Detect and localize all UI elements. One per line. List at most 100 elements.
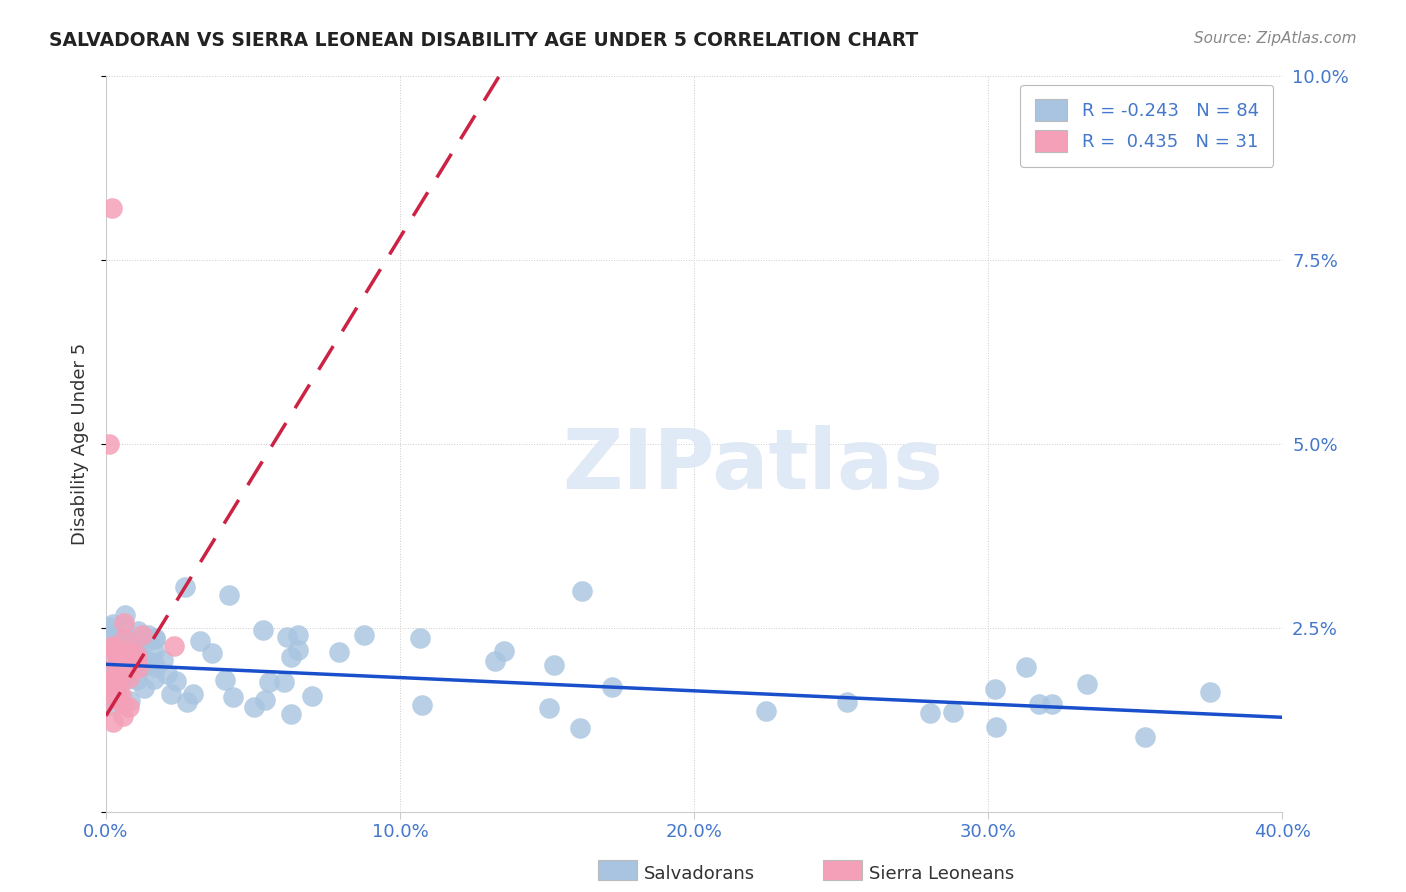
Point <box>214 673 236 688</box>
Point <box>280 649 302 664</box>
Point <box>118 700 141 714</box>
Point <box>145 632 167 647</box>
Point <box>142 655 165 669</box>
Point <box>273 675 295 690</box>
Point <box>114 607 136 622</box>
Point <box>1040 697 1063 711</box>
Point <box>114 635 136 649</box>
Point <box>105 686 128 700</box>
Point <box>108 671 131 685</box>
Point <box>755 704 778 718</box>
Point <box>257 675 280 690</box>
Point <box>105 632 128 646</box>
Point <box>920 706 942 720</box>
Point <box>97 683 120 698</box>
Point <box>105 641 128 656</box>
Point <box>125 653 148 667</box>
Point <box>243 699 266 714</box>
Point <box>110 689 132 703</box>
Point <box>201 646 224 660</box>
Point <box>941 705 963 719</box>
Point <box>145 660 167 674</box>
Point <box>96 694 118 708</box>
Point <box>152 653 174 667</box>
Point <box>411 698 433 712</box>
Point <box>112 616 135 631</box>
Point <box>101 640 124 654</box>
Point <box>96 665 118 679</box>
Point <box>569 721 592 735</box>
Point <box>1076 676 1098 690</box>
Point <box>1028 697 1050 711</box>
Text: SALVADORAN VS SIERRA LEONEAN DISABILITY AGE UNDER 5 CORRELATION CHART: SALVADORAN VS SIERRA LEONEAN DISABILITY … <box>49 31 918 50</box>
Point <box>537 701 560 715</box>
Text: ZIPatlas: ZIPatlas <box>562 425 943 506</box>
Point <box>124 648 146 662</box>
Point <box>100 651 122 665</box>
Point <box>165 673 187 688</box>
Point <box>156 667 179 681</box>
Point <box>571 583 593 598</box>
Point <box>97 436 120 450</box>
Point <box>984 720 1007 734</box>
Point <box>112 623 135 637</box>
Point <box>103 690 125 705</box>
Point <box>252 623 274 637</box>
Point <box>408 632 430 646</box>
Point <box>118 671 141 685</box>
Point <box>120 644 142 658</box>
Point <box>125 673 148 688</box>
Point <box>125 640 148 655</box>
Point <box>107 662 129 676</box>
Legend: R = -0.243   N = 84, R =  0.435   N = 31: R = -0.243 N = 84, R = 0.435 N = 31 <box>1021 85 1274 167</box>
Point <box>127 624 149 638</box>
Text: Sierra Leoneans: Sierra Leoneans <box>869 865 1014 883</box>
Point <box>328 645 350 659</box>
Point <box>101 673 124 688</box>
Point <box>484 654 506 668</box>
Point <box>176 695 198 709</box>
Point <box>107 646 129 660</box>
Point <box>112 632 135 647</box>
Point <box>353 628 375 642</box>
Point <box>131 660 153 674</box>
Point <box>105 686 128 700</box>
Point <box>114 673 136 688</box>
Point <box>107 666 129 681</box>
Point <box>120 637 142 651</box>
Point <box>163 639 186 653</box>
Point <box>131 627 153 641</box>
Point <box>222 690 245 705</box>
Point <box>134 654 156 668</box>
Point <box>280 707 302 722</box>
Point <box>287 643 309 657</box>
Point <box>104 627 127 641</box>
Point <box>98 620 121 634</box>
Point <box>105 648 128 662</box>
Point <box>600 680 623 694</box>
Text: Salvadorans: Salvadorans <box>644 865 755 883</box>
Point <box>143 672 166 686</box>
Point <box>112 708 135 723</box>
Point <box>494 644 516 658</box>
Point <box>101 616 124 631</box>
Point <box>120 694 142 708</box>
Point <box>276 630 298 644</box>
Point <box>254 692 277 706</box>
Point <box>543 658 565 673</box>
Point <box>107 657 129 671</box>
Point <box>287 628 309 642</box>
Point <box>174 580 197 594</box>
Point <box>218 588 240 602</box>
Point <box>134 636 156 650</box>
Point <box>101 201 124 215</box>
Point <box>835 695 858 709</box>
Point <box>160 687 183 701</box>
Point <box>112 656 135 670</box>
Point <box>183 687 205 701</box>
Point <box>301 690 323 704</box>
Point <box>111 632 134 647</box>
Point <box>136 628 159 642</box>
Point <box>120 662 142 676</box>
Point <box>96 678 118 692</box>
